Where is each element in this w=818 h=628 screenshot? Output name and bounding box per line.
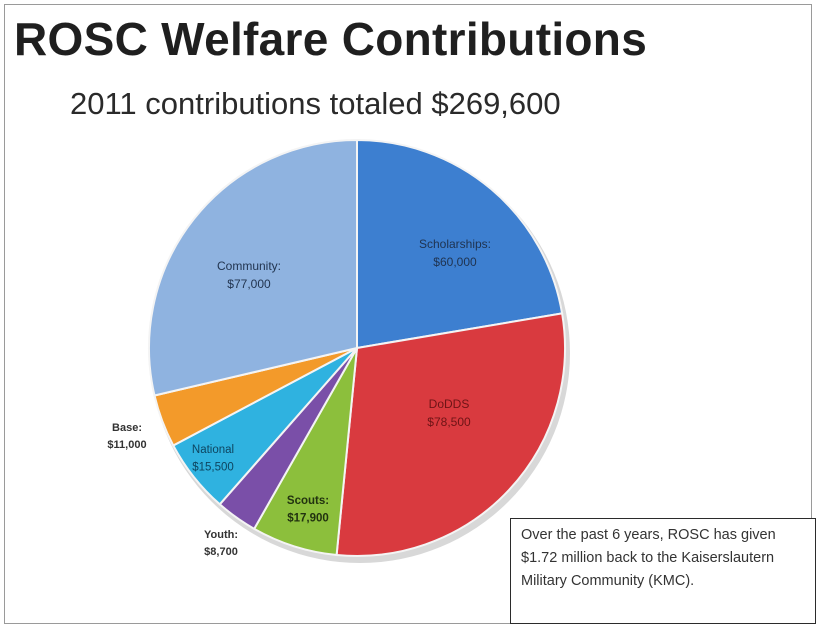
pie-slice-1 (356, 138, 564, 350)
slice-value-1: $60,000 (433, 255, 477, 269)
slice-value-4: $8,700 (204, 546, 238, 558)
slice-label-6: Base: $11,000 (107, 422, 146, 451)
slice-name-2: DoDDS (429, 397, 470, 411)
slice-label-1: Scholarships: $60,000 (419, 237, 491, 269)
slice-name-7: Community: (217, 259, 281, 273)
slice-name-3: Scouts: (287, 495, 329, 507)
slice-name-1: Scholarships: (419, 237, 491, 251)
slice-label-3: Scouts: $17,900 (287, 495, 329, 525)
chart-title: ROSC Welfare Contributions (14, 13, 648, 65)
slice-name-6: Base: (112, 422, 142, 434)
slice-label-5: National $15,500 (192, 444, 234, 474)
slice-value-2: $78,500 (427, 415, 471, 429)
pie-slice-7 (148, 138, 358, 397)
slice-name-4: Youth: (204, 529, 238, 541)
note-box: Over the past 6 years, ROSC has given $1… (510, 518, 816, 624)
slice-value-6: $11,000 (107, 439, 146, 451)
slice-value-7: $77,000 (227, 277, 271, 291)
slice-label-2: DoDDS $78,500 (427, 397, 471, 429)
slice-label-7: Community: $77,000 (217, 259, 281, 291)
slice-value-5: $15,500 (192, 462, 234, 474)
slice-value-3: $17,900 (287, 513, 329, 525)
chart-subtitle: 2011 contributions totaled $269,600 (70, 86, 561, 121)
slice-label-4: Youth: $8,700 (204, 529, 238, 558)
pie-slice-2 (335, 312, 566, 557)
slice-name-5: National (192, 444, 234, 456)
